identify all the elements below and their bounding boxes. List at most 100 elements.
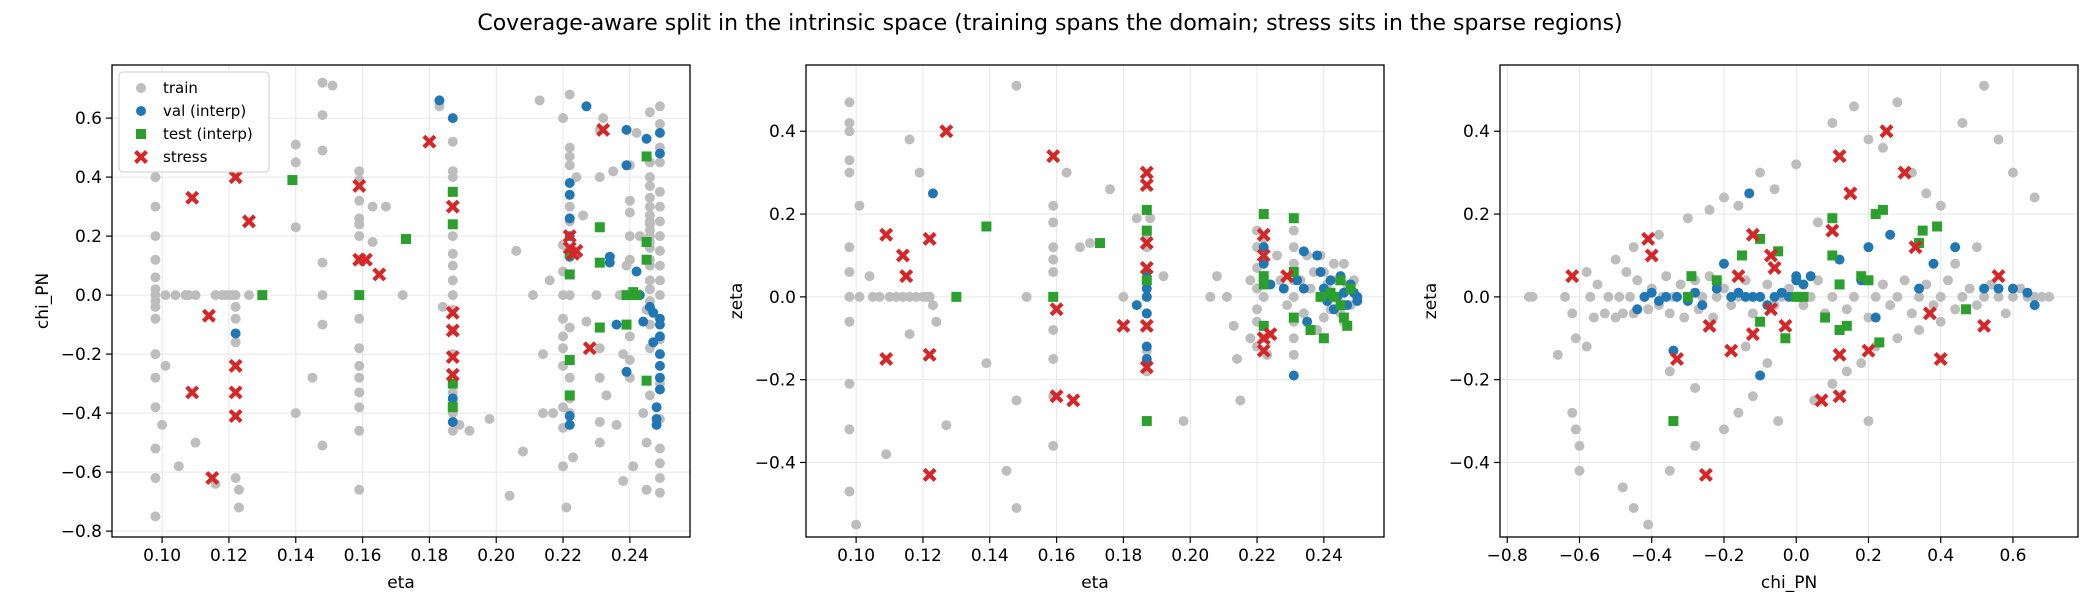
train-point [160,290,171,301]
train-point [1288,291,1299,302]
train-point [571,172,582,183]
train-point [558,331,569,342]
legend-label-stress: stress [163,148,208,166]
test-point [1917,225,1928,236]
val-point [1131,300,1142,311]
y-tick-label: 0.2 [75,227,102,247]
train-point [558,113,569,124]
train-point [654,201,665,212]
train-point [157,419,168,430]
val-point [1312,250,1323,261]
test-point [1791,291,1802,302]
stress-point [1139,236,1154,251]
x-tick-label: 0.16 [344,546,382,566]
train-point [654,458,665,469]
train-point [190,437,201,448]
val-point [1776,287,1787,298]
test-point [1318,333,1329,344]
y-axis-label: zeta [727,283,747,319]
stress-point [1724,343,1739,358]
val-point [654,372,665,383]
train-point [1574,440,1585,451]
x-tick-label: −0.8 [1487,546,1528,566]
x-tick-label: 0.2 [1855,546,1882,566]
train-point [1718,424,1729,435]
train-point [317,290,328,301]
train-point [1682,213,1693,224]
train-point [290,139,301,150]
x-tick-label: 0.24 [611,546,649,566]
train-point [1740,275,1751,286]
stress-point [205,471,220,485]
train-point [1570,333,1581,344]
train-point [447,275,458,286]
x-tick-label: 0.4 [1927,546,1954,566]
stress-point [445,323,460,338]
val-point [1755,291,1766,302]
train-point [1231,353,1242,364]
train-point [504,490,515,501]
val-point [564,213,575,224]
val-point [638,316,649,327]
train-point [628,461,639,472]
y-tick-label: 0.4 [1463,122,1490,142]
train-point [904,134,915,145]
train-point [447,172,458,183]
stress-point [352,178,367,193]
train-point [150,402,161,413]
train-point [844,155,855,166]
train-point [844,97,855,108]
train-point [1841,304,1852,315]
test-point [1863,275,1874,286]
train-point [854,291,865,302]
test-point [1141,204,1152,215]
train-point [511,245,522,256]
val-point [1668,345,1679,356]
train-point [1979,291,1990,302]
train-point [233,484,244,495]
series-train [1523,80,2055,530]
test-point [1342,320,1353,331]
legend-label-train: train [163,79,198,97]
stress-point [1832,347,1847,362]
train-point [654,245,665,256]
train-point [1950,304,1961,315]
plot-area [806,65,1384,537]
train-point [1288,333,1299,344]
stress-point [1263,327,1278,342]
test-point [1335,275,1346,286]
train-point [644,107,655,118]
stress-point [582,341,597,356]
stress-point [1644,248,1659,263]
stress-point [1745,227,1760,242]
train-point [844,291,855,302]
train-point [1957,291,1968,302]
train-point [927,300,938,311]
train-point [914,167,925,178]
train-point [641,437,652,448]
train-point [1733,200,1744,211]
train-point [290,157,301,168]
y-tick-label: 0.0 [75,286,102,306]
x-tick-label: 0.10 [143,546,181,566]
x-tick-label: 0.6 [1999,546,2026,566]
x-tick-label: 0.10 [837,546,875,566]
test-point [354,290,365,301]
val-point [1258,242,1269,253]
train-point [941,420,952,431]
test-point [1048,291,1059,302]
train-point [644,390,655,401]
test-point [564,355,575,365]
stress-point [1046,149,1061,164]
train-point [1899,275,1910,286]
val-point [447,416,458,427]
train-point [1603,291,1614,302]
train-point [354,343,365,354]
train-point [447,425,458,436]
train-point [1084,238,1095,249]
train-point [624,207,635,218]
train-point [1914,291,1925,302]
stress-point [445,199,460,214]
train-point [1621,267,1632,278]
train-point [517,446,528,457]
